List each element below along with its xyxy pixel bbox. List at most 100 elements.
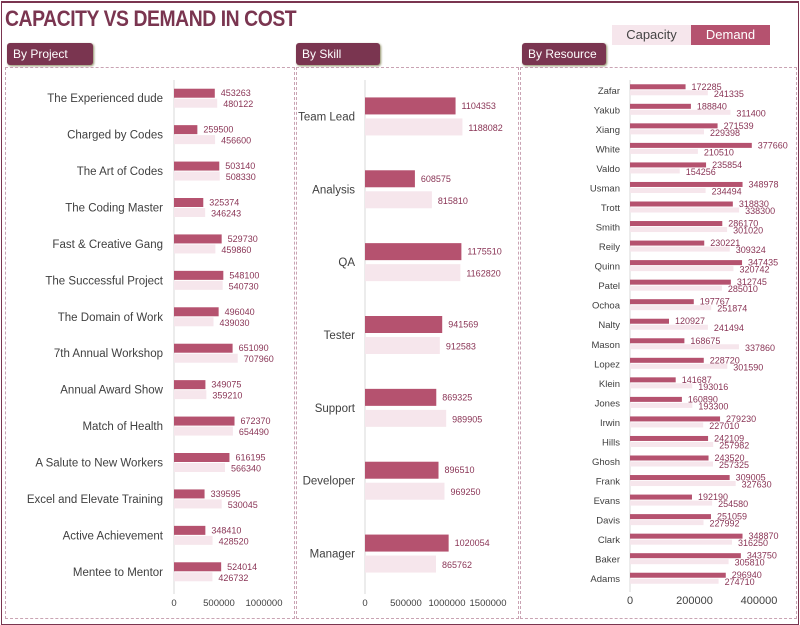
capacity-bar bbox=[365, 482, 445, 500]
capacity-bar bbox=[630, 324, 708, 330]
demand-value-label: 608575 bbox=[421, 174, 451, 184]
capacity-bar bbox=[174, 280, 223, 290]
capacity-value-label: 530045 bbox=[228, 500, 258, 510]
demand-bar bbox=[630, 357, 704, 363]
tab-by-resource[interactable]: By Resource bbox=[522, 43, 606, 65]
demand-value-label: 377660 bbox=[758, 140, 788, 150]
capacity-value-label: 566340 bbox=[231, 464, 261, 474]
demand-value-label: 296940 bbox=[732, 570, 762, 580]
demand-bar bbox=[630, 396, 682, 402]
capacity-value-label: 305810 bbox=[735, 558, 765, 568]
capacity-value-label: 654490 bbox=[239, 427, 269, 437]
capacity-value-label: 311400 bbox=[736, 108, 765, 118]
category-label: Patel bbox=[598, 281, 620, 292]
demand-bar bbox=[174, 88, 215, 98]
demand-value-label: 279230 bbox=[726, 414, 756, 424]
capacity-value-label: 257982 bbox=[719, 440, 749, 450]
capacity-value-label: 285010 bbox=[728, 284, 758, 294]
demand-value-label: 672370 bbox=[241, 416, 271, 426]
category-label: Xiang bbox=[596, 125, 620, 136]
capacity-value-label: 337860 bbox=[745, 343, 775, 353]
demand-bar bbox=[630, 299, 694, 305]
capacity-value-label: 316250 bbox=[738, 538, 768, 548]
project-panel bbox=[5, 67, 295, 619]
legend: Capacity Demand bbox=[612, 25, 770, 45]
category-label: Smith bbox=[596, 223, 620, 234]
capacity-bar bbox=[630, 481, 736, 487]
legend-demand[interactable]: Demand bbox=[691, 25, 770, 45]
category-label: Trott bbox=[601, 203, 621, 214]
capacity-bar bbox=[365, 191, 432, 209]
capacity-value-label: 254580 bbox=[718, 499, 748, 509]
capacity-bar bbox=[174, 390, 207, 400]
demand-bar bbox=[630, 514, 711, 520]
capacity-value-label: 346243 bbox=[211, 209, 241, 219]
capacity-bar bbox=[630, 285, 722, 291]
demand-bar bbox=[630, 162, 707, 168]
x-tick-label: 400000 bbox=[741, 595, 778, 607]
capacity-bar bbox=[630, 539, 732, 545]
capacity-bar bbox=[630, 148, 698, 154]
capacity-value-label: 257325 bbox=[719, 460, 749, 470]
demand-value-label: 309005 bbox=[736, 473, 766, 483]
capacity-value-label: 309324 bbox=[736, 245, 766, 255]
demand-bar bbox=[174, 198, 204, 207]
capacity-value-label: 480122 bbox=[223, 99, 253, 109]
demand-bar bbox=[630, 553, 741, 559]
capacity-bar bbox=[365, 337, 440, 354]
capacity-value-label: 154256 bbox=[686, 167, 716, 177]
demand-bar bbox=[174, 161, 220, 171]
category-label: Active Achievement bbox=[63, 530, 164, 542]
capacity-value-label: 241335 bbox=[714, 89, 744, 99]
category-label: Baker bbox=[595, 555, 620, 566]
demand-bar bbox=[630, 181, 743, 187]
capacity-bar bbox=[630, 500, 713, 506]
demand-bar bbox=[630, 377, 676, 383]
demand-bar bbox=[174, 270, 224, 280]
capacity-bar bbox=[174, 171, 220, 181]
capacity-bar bbox=[630, 129, 704, 135]
demand-bar bbox=[630, 318, 669, 324]
legend-capacity[interactable]: Capacity bbox=[612, 25, 691, 45]
demand-value-label: 192190 bbox=[698, 492, 728, 502]
capacity-value-label: 338300 bbox=[745, 206, 775, 216]
demand-bar bbox=[365, 170, 415, 188]
capacity-value-label: 540730 bbox=[229, 281, 259, 291]
capacity-value-label: 1162820 bbox=[466, 269, 500, 279]
category-label: Tester bbox=[324, 330, 355, 342]
capacity-bar bbox=[630, 90, 708, 96]
demand-value-label: 242109 bbox=[714, 433, 744, 443]
category-label: The Art of Codes bbox=[77, 166, 164, 178]
category-label: The Successful Project bbox=[45, 275, 163, 287]
capacity-value-label: 327630 bbox=[742, 480, 772, 490]
category-label: Mentee to Mentor bbox=[73, 567, 163, 579]
capacity-bar bbox=[174, 463, 225, 472]
category-label: Mason bbox=[591, 340, 620, 351]
demand-bar bbox=[174, 125, 198, 135]
capacity-value-label: 459860 bbox=[221, 245, 251, 255]
category-label: Yakub bbox=[594, 105, 620, 116]
demand-value-label: 529730 bbox=[228, 234, 258, 244]
demand-bar bbox=[630, 84, 686, 90]
demand-value-label: 286170 bbox=[728, 219, 758, 229]
category-label: Klein bbox=[599, 379, 620, 390]
category-label: Zafar bbox=[598, 86, 620, 97]
demand-bar bbox=[174, 453, 230, 462]
tab-by-project[interactable]: By Project bbox=[7, 43, 93, 65]
capacity-value-label: 301590 bbox=[733, 362, 763, 372]
category-label: Usman bbox=[590, 183, 620, 194]
capacity-bar bbox=[630, 109, 731, 115]
category-label: White bbox=[596, 144, 620, 155]
demand-value-label: 896510 bbox=[445, 465, 475, 475]
capacity-value-label: 815810 bbox=[438, 196, 468, 206]
demand-bar bbox=[174, 234, 222, 244]
capacity-bar bbox=[174, 208, 206, 217]
demand-value-label: 548100 bbox=[229, 270, 259, 280]
demand-value-label: 524014 bbox=[227, 562, 257, 572]
capacity-bar bbox=[630, 559, 729, 565]
category-label: Clark bbox=[598, 535, 620, 546]
tab-by-skill[interactable]: By Skill bbox=[296, 43, 380, 65]
demand-bar bbox=[630, 455, 709, 461]
capacity-value-label: 193016 bbox=[698, 382, 728, 392]
